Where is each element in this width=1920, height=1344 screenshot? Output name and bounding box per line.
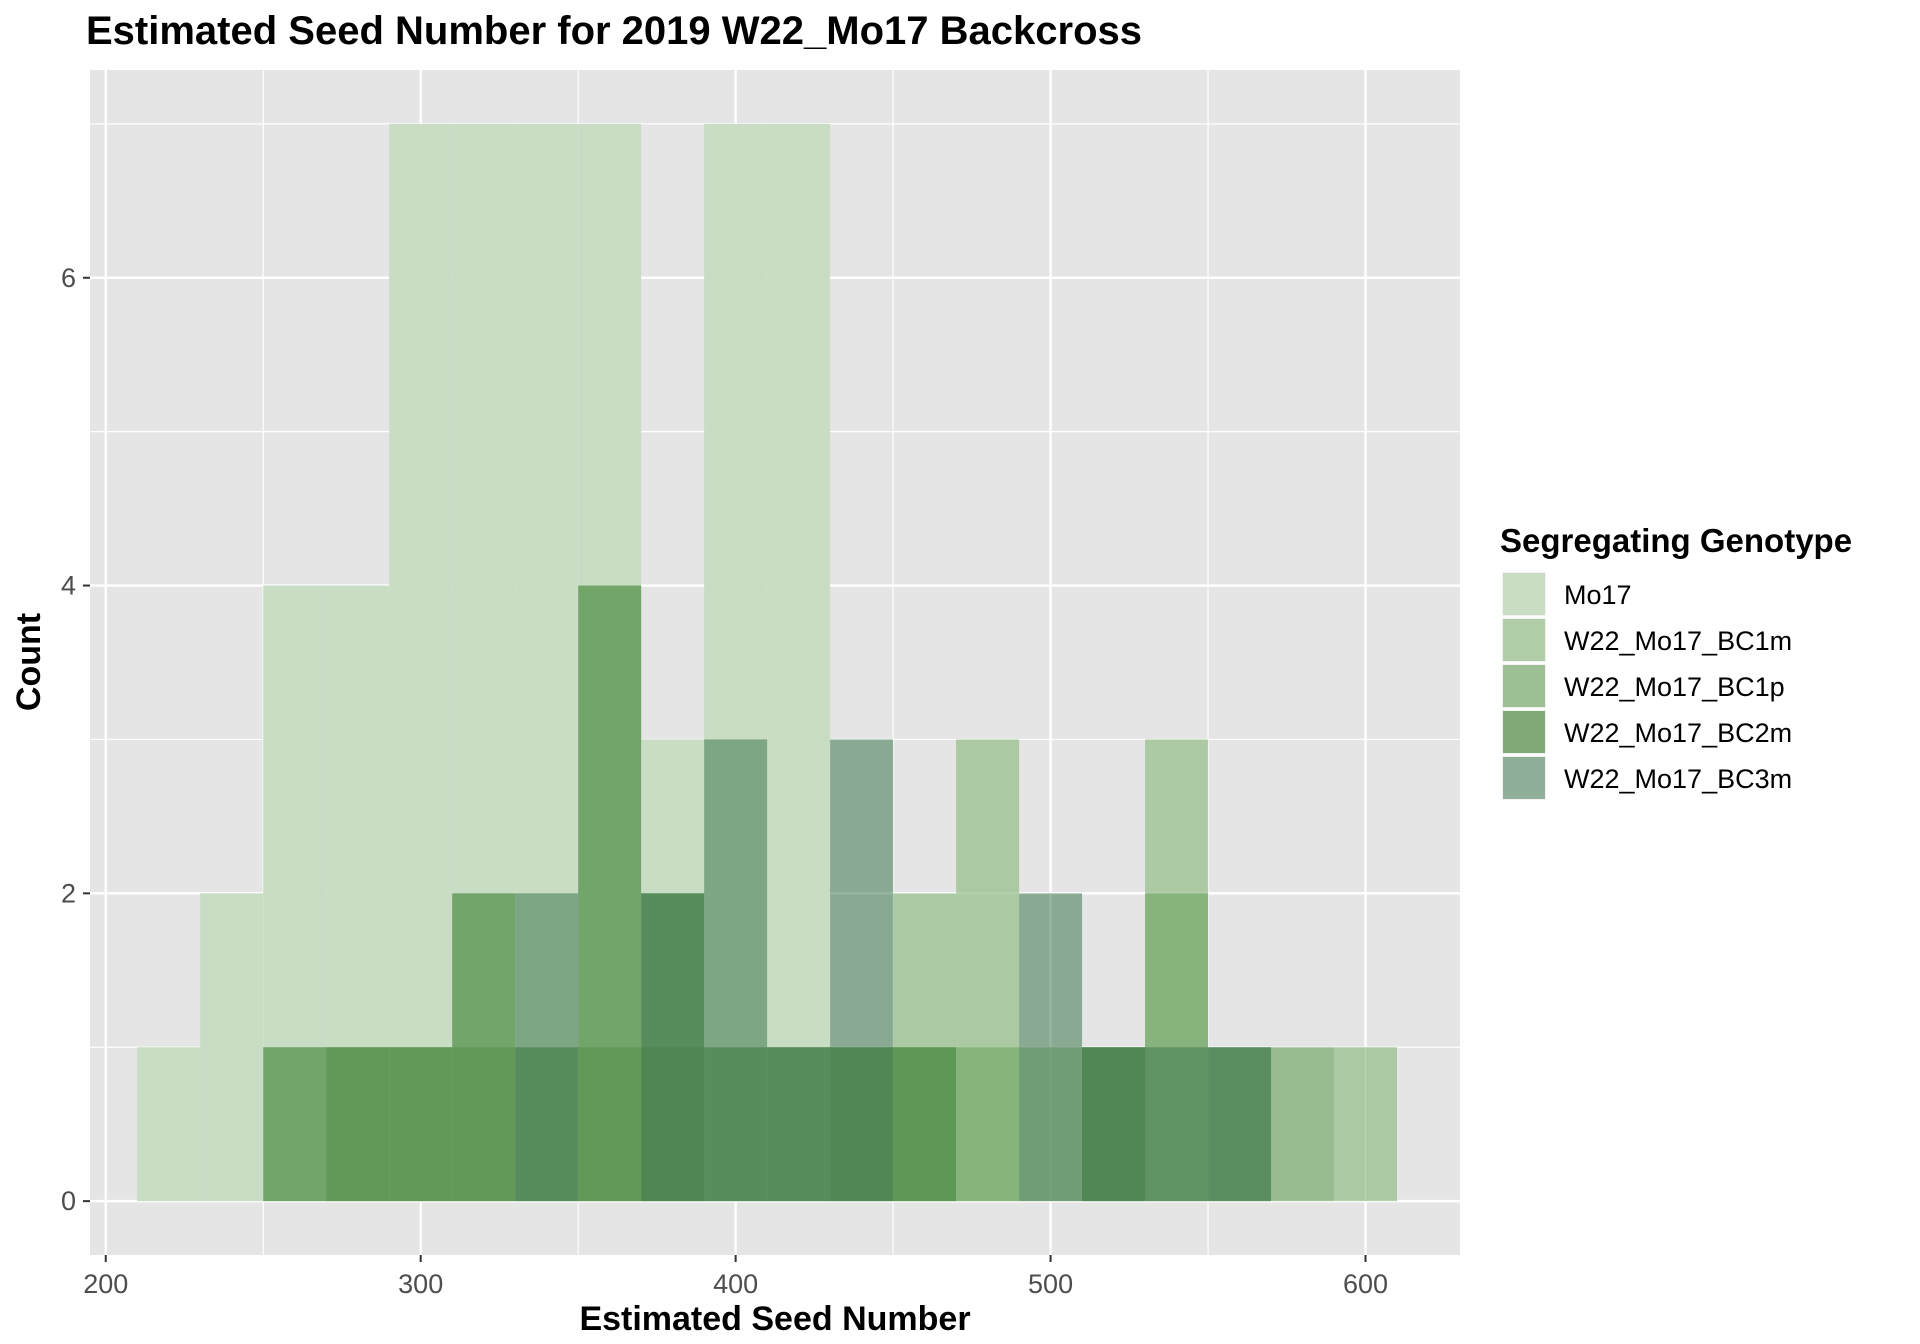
legend-label: W22_Mo17_BC2m	[1564, 718, 1792, 748]
y-axis-label: Count	[10, 613, 48, 711]
y-axis-ticks: 0 2 4 6	[61, 263, 90, 1216]
legend-swatch	[1503, 665, 1545, 707]
legend-item: W22_Mo17_BC1m	[1502, 618, 1792, 662]
legend-label: Mo17	[1564, 580, 1632, 610]
x-tick-label: 200	[83, 1269, 128, 1299]
histogram-bars	[137, 123, 1398, 1202]
bar-w22-mo17-bc3m	[830, 739, 894, 1202]
bar-w22-mo17-bc2m	[326, 1047, 390, 1202]
chart-title: Estimated Seed Number for 2019 W22_Mo17 …	[86, 9, 1142, 53]
bar-mo17	[137, 1047, 201, 1202]
y-tick-label: 4	[61, 571, 76, 601]
x-axis-label: Estimated Seed Number	[579, 1300, 970, 1338]
legend-item: W22_Mo17_BC1p	[1502, 664, 1785, 708]
legend-swatch	[1503, 711, 1545, 753]
legend-title: Segregating Genotype	[1500, 522, 1852, 559]
bar-mo17	[767, 123, 831, 1202]
legend-item: W22_Mo17_BC2m	[1502, 710, 1792, 754]
bar-w22-mo17-bc2m	[893, 1047, 957, 1202]
x-tick-label: 300	[398, 1269, 443, 1299]
legend-item: Mo17	[1502, 572, 1632, 616]
x-axis-ticks: 200 300 400 500 600	[83, 1255, 1388, 1299]
bar-w22-mo17-bc3m	[515, 893, 579, 1202]
legend-item: W22_Mo17_BC3m	[1502, 756, 1792, 800]
bar-w22-mo17-bc1m	[1334, 1047, 1398, 1202]
legend-swatch	[1503, 619, 1545, 661]
bar-w22-mo17-bc3m	[767, 1047, 831, 1202]
y-tick-label: 0	[61, 1186, 76, 1216]
bar-w22-mo17-bc3m	[1019, 893, 1083, 1202]
bar-w22-mo17-bc2m	[389, 1047, 453, 1202]
bar-w22-mo17-bc1p	[1271, 1047, 1335, 1202]
legend-label: W22_Mo17_BC3m	[1564, 764, 1792, 794]
y-tick-label: 6	[61, 263, 76, 293]
y-tick-label: 2	[61, 878, 76, 908]
bar-w22-mo17-bc2m	[263, 1047, 327, 1202]
bar-w22-mo17-bc2m	[452, 893, 516, 1202]
bar-w22-mo17-bc3m	[1082, 1047, 1146, 1202]
bar-w22-mo17-bc1p	[956, 1047, 1020, 1202]
bar-w22-mo17-bc3m	[1145, 1047, 1209, 1202]
bar-w22-mo17-bc2m	[578, 585, 642, 1202]
x-tick-label: 400	[713, 1269, 758, 1299]
bar-w22-mo17-bc3m	[704, 739, 768, 1202]
x-tick-label: 600	[1343, 1269, 1388, 1299]
legend-swatch	[1503, 573, 1545, 615]
x-tick-label: 500	[1028, 1269, 1073, 1299]
bar-mo17	[200, 893, 264, 1202]
legend-label: W22_Mo17_BC1m	[1564, 626, 1792, 656]
bar-w22-mo17-bc3m	[1208, 1047, 1272, 1202]
bar-w22-mo17-bc3m	[641, 893, 705, 1202]
bar-mo17	[389, 123, 453, 1202]
legend-swatch	[1503, 757, 1545, 799]
legend-label: W22_Mo17_BC1p	[1564, 672, 1785, 702]
legend: Segregating Genotype Mo17 W22_Mo17_BC1m W2…	[1500, 522, 1852, 800]
